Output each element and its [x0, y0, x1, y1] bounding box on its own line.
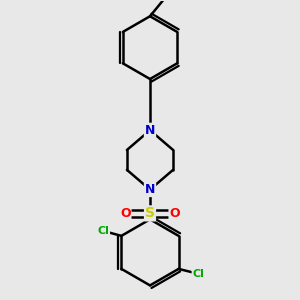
Text: O: O — [169, 207, 180, 220]
Text: O: O — [120, 207, 130, 220]
Text: Cl: Cl — [193, 269, 204, 279]
Text: N: N — [145, 183, 155, 196]
Text: S: S — [145, 206, 155, 220]
Text: Cl: Cl — [97, 226, 109, 236]
Text: N: N — [145, 124, 155, 137]
